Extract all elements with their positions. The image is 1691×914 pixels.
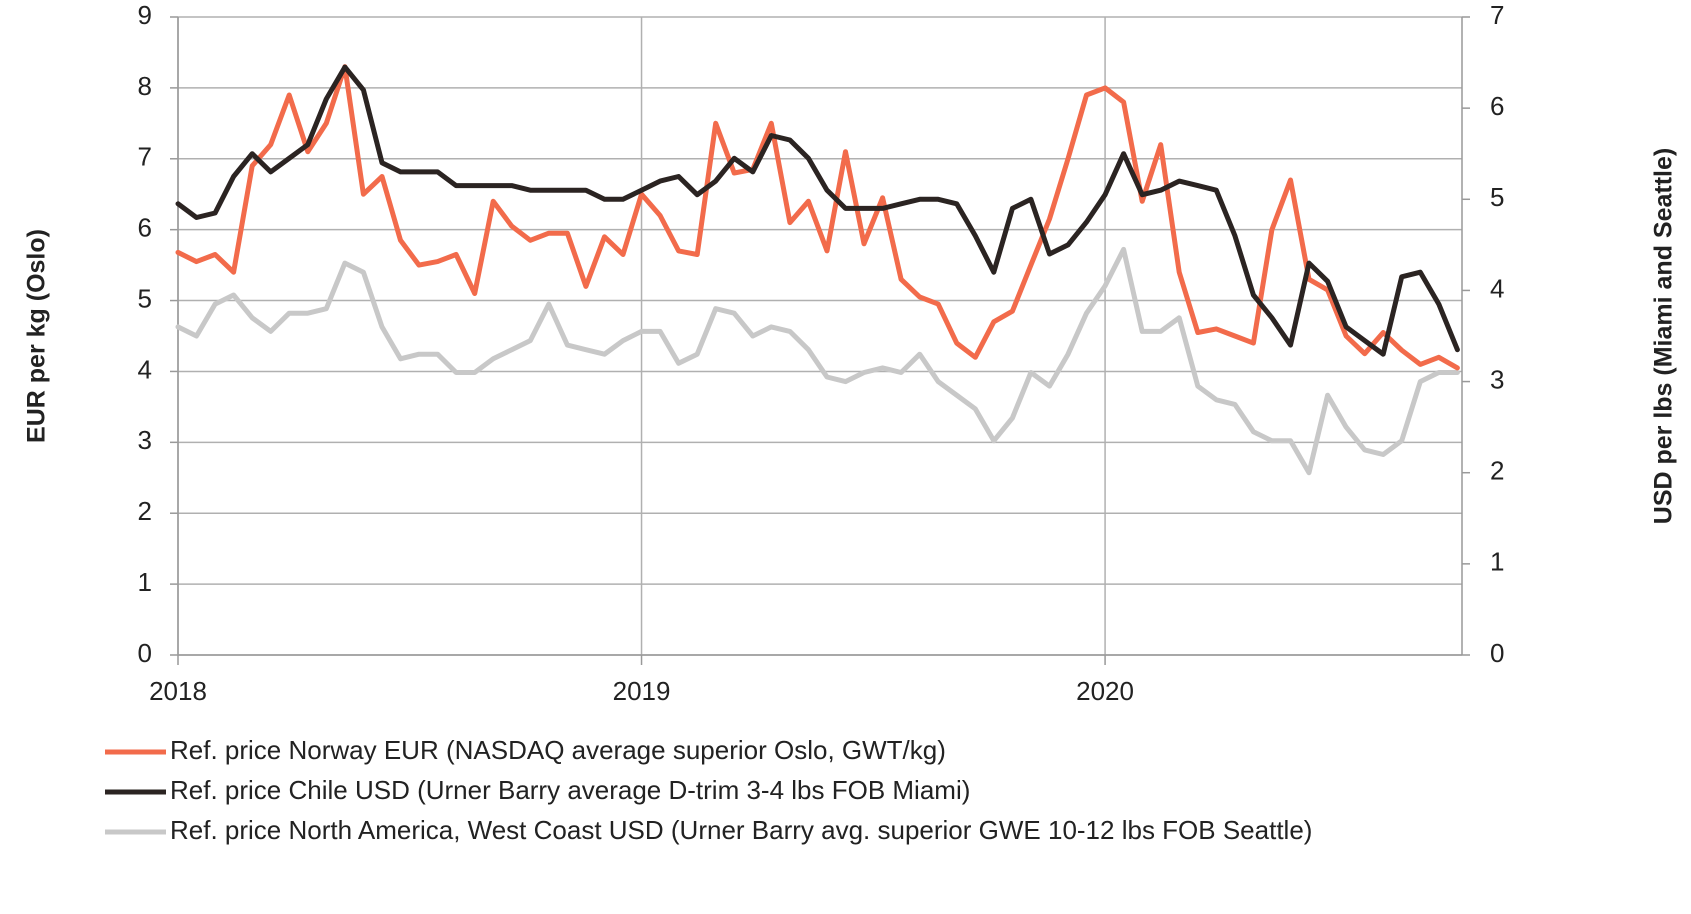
series-line bbox=[175, 64, 1460, 371]
legend-label: Ref. price North America, West Coast USD… bbox=[170, 815, 1312, 845]
y2-tick-label: 6 bbox=[1490, 91, 1504, 121]
y-tick-label: 8 bbox=[138, 71, 152, 101]
x-tick-label: 2020 bbox=[1076, 676, 1134, 706]
x-tick-label: 2018 bbox=[149, 676, 207, 706]
y2-tick-label: 5 bbox=[1490, 182, 1504, 212]
series-line bbox=[175, 64, 1460, 357]
y2-tick-label: 7 bbox=[1490, 0, 1504, 30]
legend-label: Ref. price Chile USD (Urner Barry averag… bbox=[170, 775, 970, 805]
legend-label: Ref. price Norway EUR (NASDAQ average su… bbox=[170, 735, 946, 765]
y-tick-label: 1 bbox=[138, 567, 152, 597]
y2-tick-label: 4 bbox=[1490, 273, 1504, 303]
y-tick-label: 3 bbox=[138, 425, 152, 455]
y-tick-label: 6 bbox=[138, 213, 152, 243]
y2-tick-label: 0 bbox=[1490, 638, 1504, 668]
y-axis-title: EUR per kg (Oslo) bbox=[23, 229, 51, 443]
y2-tick-label: 1 bbox=[1490, 547, 1504, 577]
y-tick-label: 7 bbox=[138, 142, 152, 172]
y2-axis-title: USD per lbs (Miami and Seattle) bbox=[1650, 148, 1678, 524]
y-tick-label: 0 bbox=[138, 638, 152, 668]
y2-tick-label: 3 bbox=[1490, 364, 1504, 394]
y2-tick-label: 2 bbox=[1490, 456, 1504, 486]
y-tick-label: 5 bbox=[138, 283, 152, 313]
y-tick-label: 2 bbox=[138, 496, 152, 526]
series-line bbox=[175, 246, 1460, 476]
x-tick-label: 2019 bbox=[613, 676, 671, 706]
y-tick-label: 4 bbox=[138, 354, 152, 384]
y-tick-label: 9 bbox=[138, 0, 152, 30]
